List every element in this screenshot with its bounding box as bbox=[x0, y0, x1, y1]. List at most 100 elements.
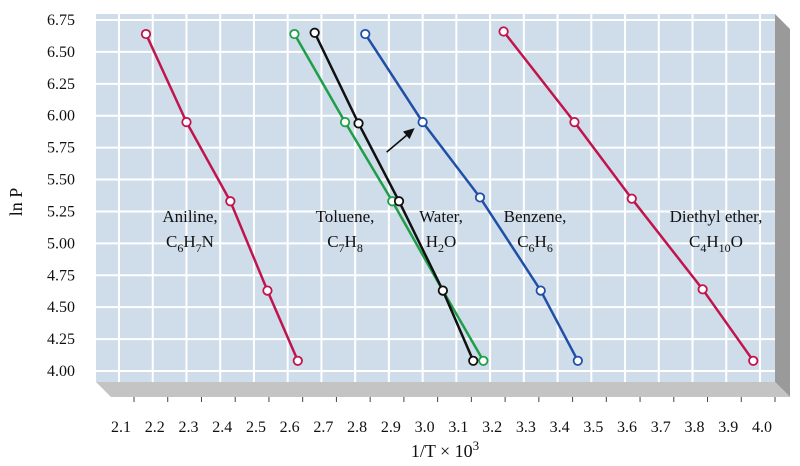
x-tick-label: 2.4 bbox=[212, 419, 232, 436]
data-point bbox=[437, 285, 448, 296]
data-point bbox=[289, 28, 300, 40]
y-tick-label: 6.75 bbox=[47, 12, 75, 29]
data-point bbox=[309, 27, 320, 38]
x-tick-label: 2.5 bbox=[246, 419, 266, 436]
data-point bbox=[569, 117, 580, 128]
data-point bbox=[360, 28, 371, 40]
y-tick-label: 5.00 bbox=[47, 235, 75, 252]
series-label: C6H7N bbox=[166, 232, 214, 255]
data-point bbox=[468, 355, 479, 366]
x-tick-label: 3.9 bbox=[718, 419, 738, 436]
x-axis-title-text: 1/T × 10 bbox=[411, 441, 473, 461]
x-tick-label: 2.2 bbox=[145, 419, 165, 436]
y-tick-label: 5.75 bbox=[47, 140, 75, 157]
data-point bbox=[353, 118, 364, 129]
data-point bbox=[292, 355, 303, 366]
label-text: H bbox=[183, 232, 195, 251]
data-point bbox=[626, 193, 637, 204]
label-subscript: 6 bbox=[529, 241, 535, 255]
x-tick-label: 2.8 bbox=[347, 419, 367, 436]
data-point bbox=[697, 284, 708, 295]
label-subscript: 10 bbox=[719, 241, 731, 255]
x-tick-label: 2.6 bbox=[280, 419, 300, 436]
series-label: C7H8 bbox=[327, 232, 363, 255]
y-tick-label: 5.25 bbox=[47, 203, 75, 220]
series-labels: Aniline,C6H7NToluene,C7H8Water,H2OBenzen… bbox=[162, 207, 762, 255]
x-tick-label: 3.1 bbox=[448, 419, 468, 436]
plot-frame bbox=[96, 14, 790, 397]
y-axis-title: ln P bbox=[6, 188, 26, 217]
y-tick-label: 4.50 bbox=[47, 299, 75, 316]
label-text: C bbox=[517, 232, 528, 251]
data-point bbox=[498, 26, 509, 37]
y-tick-label: 6.25 bbox=[47, 76, 75, 93]
y-tick-label: 6.00 bbox=[47, 108, 75, 125]
label-text: C bbox=[689, 232, 700, 251]
data-point bbox=[181, 117, 192, 128]
label-text: C bbox=[166, 232, 177, 251]
data-point bbox=[572, 355, 583, 366]
label-subscript: 4 bbox=[700, 241, 706, 255]
label-text: Diethyl ether, bbox=[670, 207, 763, 226]
y-tick-label: 4.25 bbox=[47, 331, 75, 348]
pointer-arrow-head bbox=[403, 128, 415, 140]
data-point bbox=[417, 117, 428, 128]
series-label: C4H10O bbox=[689, 232, 743, 255]
x-tick-label: 3.6 bbox=[617, 419, 637, 436]
series-label: Aniline, bbox=[162, 207, 217, 226]
y-tick-label: 4.75 bbox=[47, 267, 75, 284]
label-text: H bbox=[345, 232, 357, 251]
annotations bbox=[386, 128, 415, 153]
series-label: H2O bbox=[426, 232, 457, 255]
data-point bbox=[393, 196, 405, 207]
series-label: Benzene, bbox=[504, 207, 567, 226]
label-text: Water, bbox=[419, 207, 463, 226]
data-point bbox=[339, 117, 351, 128]
label-text: O bbox=[731, 232, 743, 251]
x-tick-label: 2.7 bbox=[313, 419, 333, 436]
plot-background bbox=[96, 14, 775, 382]
label-text: Aniline, bbox=[162, 207, 217, 226]
x-tick-label: 3.3 bbox=[516, 419, 536, 436]
data-point bbox=[225, 196, 236, 207]
series-label: Water, bbox=[419, 207, 463, 226]
data-point bbox=[140, 28, 152, 40]
label-subscript: 6 bbox=[177, 241, 183, 255]
x-tick-label: 3.7 bbox=[651, 419, 671, 436]
x-tick-label: 2.1 bbox=[111, 419, 131, 436]
series-label: Toluene, bbox=[316, 207, 375, 226]
label-text: H bbox=[706, 232, 718, 251]
label-text: H bbox=[535, 232, 547, 251]
data-point bbox=[478, 355, 489, 366]
data-point bbox=[748, 355, 759, 366]
x-tick-label: 3.5 bbox=[583, 419, 603, 436]
axis-titles: 1/T × 103 ln P bbox=[6, 188, 479, 461]
label-subscript: 8 bbox=[357, 241, 363, 255]
label-subscript: 7 bbox=[339, 241, 345, 255]
label-subscript: 7 bbox=[196, 241, 202, 255]
label-text: N bbox=[202, 232, 214, 251]
grid-lines bbox=[96, 14, 775, 382]
data-point bbox=[262, 285, 273, 296]
frame-right-panel bbox=[775, 14, 790, 397]
x-tick-label: 4.0 bbox=[752, 419, 772, 436]
x-tick-label: 3.8 bbox=[685, 419, 705, 436]
y-tick-label: 6.50 bbox=[47, 44, 75, 61]
tick-labels: 2.1 2.2 2.3 2.4 2.5 2.6 2.7 2.8 2.9 3.0 3.1 3.2 3.3 3… bbox=[47, 12, 776, 436]
label-text: H bbox=[426, 232, 438, 251]
series-label: C6H6 bbox=[517, 232, 553, 255]
label-subscript: 2 bbox=[438, 241, 444, 255]
series-label: Diethyl ether, bbox=[670, 207, 763, 226]
frame-bottom-panel bbox=[96, 382, 790, 397]
x-axis-title: 1/T × 103 bbox=[411, 438, 479, 461]
x-tick-label: 3.0 bbox=[415, 419, 435, 436]
x-tick-label: 2.9 bbox=[381, 419, 401, 436]
data-point bbox=[474, 192, 486, 203]
x-tick-label: 3.4 bbox=[550, 419, 570, 436]
y-tick-label: 5.50 bbox=[47, 172, 75, 189]
data-series bbox=[140, 26, 759, 366]
data-point bbox=[535, 285, 546, 296]
x-tick-label: 3.2 bbox=[482, 419, 502, 436]
